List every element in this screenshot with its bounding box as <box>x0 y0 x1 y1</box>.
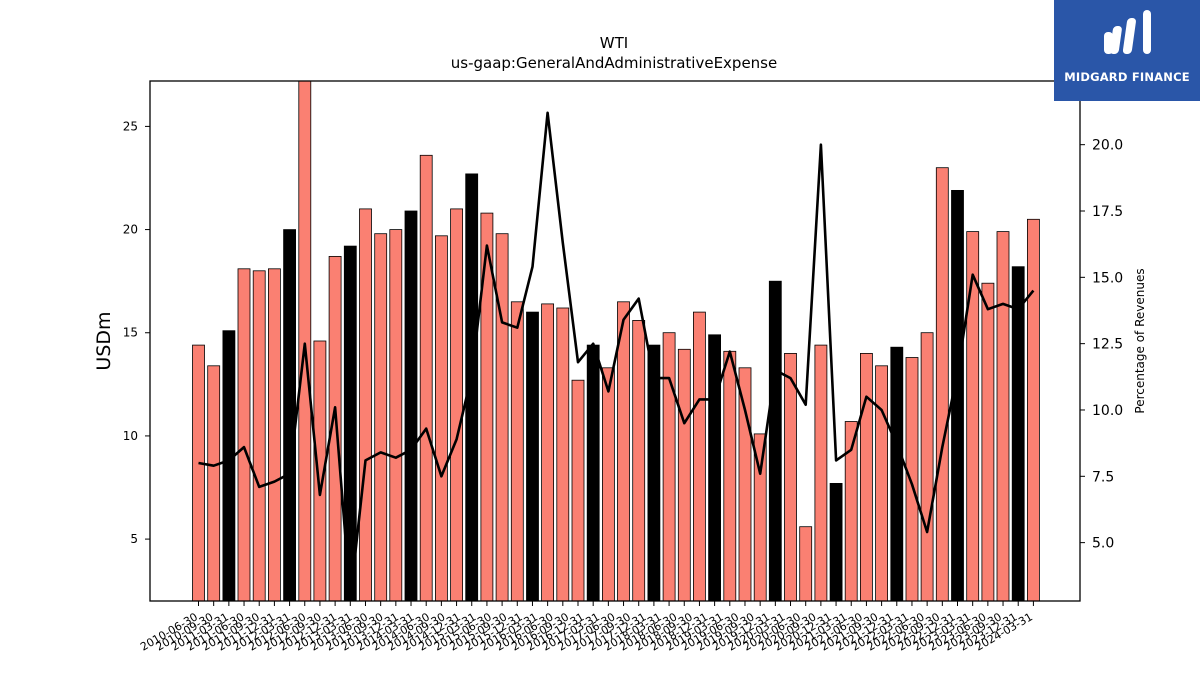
y2-tick-label: 5.0 <box>1092 536 1114 552</box>
bar <box>359 208 372 602</box>
plot-frame <box>149 80 1081 602</box>
brand-name: MIDGARD FINANCE <box>1064 70 1190 84</box>
bar <box>814 344 828 602</box>
bar <box>920 332 934 602</box>
y-tick-label: 25 <box>123 119 138 133</box>
bar <box>890 346 904 602</box>
bar <box>374 233 388 602</box>
bar <box>935 167 949 602</box>
y2-tick-label: 7.5 <box>1092 469 1114 485</box>
bar <box>298 80 312 602</box>
bar <box>632 319 646 602</box>
y-axis-label: USDm <box>93 311 115 370</box>
brand-logo: MIDGARD FINANCE <box>1054 0 1200 101</box>
bar <box>404 210 418 602</box>
y2-axis-label: Percentage of Revenues <box>1133 268 1147 413</box>
bars-layer <box>192 80 1040 602</box>
bar <box>996 231 1010 602</box>
bar <box>450 208 464 602</box>
bar <box>419 154 433 602</box>
bar <box>1027 218 1040 602</box>
bar <box>981 282 995 602</box>
bar <box>677 348 691 602</box>
midgard-logo-icon <box>1104 10 1151 54</box>
y-tick-label: 20 <box>123 223 138 237</box>
percentage-line <box>198 111 1035 600</box>
y-tick-label: 5 <box>130 532 138 546</box>
y2-tick-label: 15.0 <box>1092 270 1123 286</box>
chart-title: WTI <box>600 34 628 52</box>
bar <box>647 344 661 602</box>
bar <box>541 303 554 602</box>
bar <box>389 229 403 602</box>
bar <box>192 344 205 602</box>
y2-tick-label: 20.0 <box>1092 138 1123 154</box>
bar <box>602 367 615 602</box>
y2-tick-label: 17.5 <box>1092 204 1123 220</box>
y2-tick-label: 12.5 <box>1092 337 1123 353</box>
bar <box>768 280 782 602</box>
bar <box>222 330 236 602</box>
bar <box>738 367 752 602</box>
left-axis: 5 10 15 20 25 <box>123 119 150 546</box>
bar <box>237 268 251 602</box>
bar <box>784 352 797 602</box>
line-layer <box>198 111 1035 600</box>
bar <box>526 311 539 602</box>
bar <box>434 235 448 602</box>
bar <box>905 357 919 602</box>
bar <box>1011 266 1025 602</box>
bar <box>662 332 676 602</box>
bar <box>875 365 888 602</box>
y2-tick-label: 10.0 <box>1092 403 1123 419</box>
bar <box>708 334 721 602</box>
bar <box>207 365 221 602</box>
bar <box>465 173 479 602</box>
bar <box>571 379 585 602</box>
bar <box>829 482 843 602</box>
bar <box>860 352 873 602</box>
y-tick-label: 10 <box>123 429 138 443</box>
x-axis: 2010-06-302010-09-302011-03-312011-06-30… <box>138 601 1035 654</box>
bar <box>267 268 281 602</box>
y-tick-label: 15 <box>123 326 138 340</box>
bar <box>495 233 509 602</box>
bar <box>252 270 266 602</box>
right-axis: 5.0 7.5 10.0 12.5 15.0 17.5 20.0 <box>1080 138 1123 552</box>
chart-subtitle: us-gaap:GeneralAndAdministrativeExpense <box>451 54 777 72</box>
bar <box>556 307 570 602</box>
bar <box>586 344 600 602</box>
bar <box>799 526 813 602</box>
bar <box>510 301 524 602</box>
bar <box>283 229 297 602</box>
bar <box>617 301 630 602</box>
bar <box>693 311 706 602</box>
bar <box>723 350 737 602</box>
